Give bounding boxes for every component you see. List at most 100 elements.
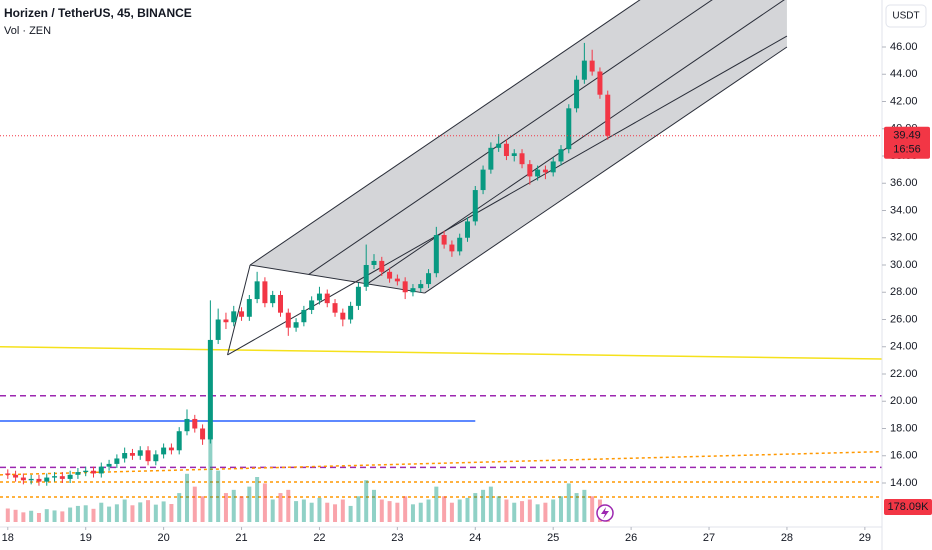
volume-bar	[60, 511, 65, 522]
lightning-bolt	[601, 507, 609, 519]
x-tick-label: 23	[391, 532, 403, 544]
y-tick-label: 36.00	[890, 177, 918, 189]
candle-body	[36, 478, 42, 482]
volume-bar	[301, 499, 306, 522]
currency-button[interactable]	[885, 4, 927, 28]
volume-bar	[231, 489, 236, 522]
x-tick-label: 22	[313, 532, 325, 544]
volume-bar	[146, 500, 151, 522]
volume-bar	[99, 502, 104, 522]
candle-body	[503, 143, 509, 157]
x-tick-label: 24	[469, 532, 481, 544]
volume-bar	[52, 510, 57, 522]
channel-handle	[227, 35, 788, 356]
y-tick-label: 16.00	[890, 450, 918, 462]
candle-body	[137, 450, 143, 456]
chart-subtitle: Vol · ZEN	[4, 25, 51, 37]
candle-body	[449, 244, 455, 252]
plot-area	[0, 0, 882, 522]
candle-body	[457, 237, 463, 252]
volume-bar	[449, 502, 454, 522]
volume-bar	[36, 513, 41, 522]
candle-body	[293, 322, 299, 328]
volume-bar	[122, 499, 127, 522]
volume-bar	[574, 493, 579, 522]
candle-body	[418, 284, 424, 289]
volume-bar	[192, 486, 197, 522]
candle-body	[324, 293, 330, 304]
volume-bar	[512, 502, 517, 522]
volume-bar	[379, 499, 384, 522]
x-tick-label: 20	[157, 532, 169, 544]
volume-bar	[169, 504, 174, 522]
volume-tag-label: 178.09K	[888, 501, 930, 513]
volume-bar	[465, 497, 470, 522]
candle-body	[472, 190, 478, 222]
candle-body	[535, 169, 541, 177]
channel-rail	[249, 0, 641, 266]
volume-bar	[317, 497, 322, 522]
volume-bar	[278, 493, 283, 522]
candle-body	[262, 281, 268, 304]
candle-body	[83, 470, 89, 473]
volume-bar	[13, 509, 18, 522]
volume-bar	[5, 508, 10, 522]
volume-bar	[535, 504, 540, 522]
volume-bar	[403, 496, 408, 522]
y-tick-label: 32.00	[890, 232, 918, 244]
y-tick-label: 44.00	[890, 68, 918, 80]
volume-bar	[371, 489, 376, 522]
candle-body	[246, 299, 252, 317]
horizontal-line	[0, 345, 882, 360]
y-tick-label: 18.00	[890, 422, 918, 434]
volume-bar	[21, 512, 26, 522]
candle-body	[511, 153, 517, 157]
volume-bar	[410, 504, 415, 522]
candle-body	[348, 305, 354, 320]
x-tick-label: 27	[703, 532, 715, 544]
candle-body	[215, 319, 221, 340]
x-tick-label: 19	[80, 532, 92, 544]
volume-bar	[153, 504, 158, 522]
candle-body	[5, 473, 11, 475]
y-tick-label: 20.00	[890, 395, 918, 407]
price-tag	[884, 126, 930, 159]
volume-bar	[558, 496, 563, 522]
volume-bar	[566, 483, 571, 522]
candle-body	[433, 235, 439, 274]
candle-body	[129, 453, 135, 456]
candle-body	[309, 300, 315, 310]
candle-body	[371, 260, 377, 265]
candle-body	[589, 60, 595, 72]
x-tick-label: 21	[235, 532, 247, 544]
volume-bar	[481, 489, 486, 522]
candle-body	[464, 221, 470, 238]
candle-body	[574, 79, 580, 109]
candle-body	[542, 169, 548, 173]
volume-bar	[520, 501, 525, 522]
y-tick-label: 46.00	[890, 41, 918, 53]
candle-body	[410, 288, 416, 293]
chart-title: Horizen / TetherUS, 45, BINANCE	[4, 6, 192, 20]
channel-fill	[250, 0, 787, 294]
volume-bar	[551, 499, 556, 522]
candle-body	[605, 94, 611, 136]
candle-body	[597, 71, 603, 95]
candle-body	[59, 476, 65, 479]
x-tick-label: 28	[781, 532, 793, 544]
volume-bar	[496, 496, 501, 522]
volume-bar	[208, 432, 213, 522]
price-tag-label: 39.49	[893, 130, 921, 142]
candle-body	[387, 271, 393, 279]
volume-bar	[457, 499, 462, 522]
axes: 14.00 16.00 18.00 20.00 22.00 24.00 26.00 28.00…	[2, 41, 932, 544]
volume-bar	[107, 506, 112, 522]
candle-body	[207, 339, 213, 440]
volume-bar	[223, 493, 228, 522]
volume-bar	[582, 489, 587, 522]
candle-body	[145, 450, 151, 462]
volume-bar	[184, 473, 189, 522]
currency-label[interactable]: USDT	[892, 11, 919, 22]
volume-bar	[333, 504, 338, 522]
candle-body	[98, 466, 104, 474]
